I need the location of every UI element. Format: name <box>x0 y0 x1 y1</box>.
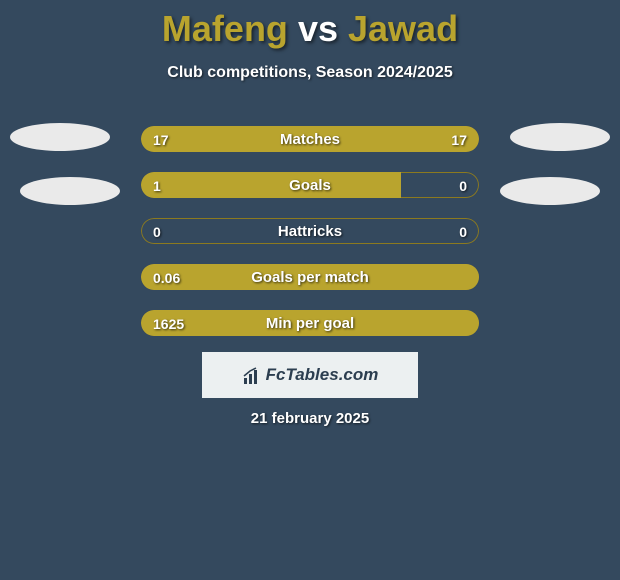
stat-label: Min per goal <box>141 310 479 337</box>
stat-value-left: 0.06 <box>153 264 180 291</box>
stat-row: Goals per match0.06 <box>140 263 480 291</box>
stat-row: Min per goal1625 <box>140 309 480 337</box>
stat-row: Matches17 17 <box>140 125 480 153</box>
title-vs: vs <box>298 8 338 49</box>
logo-text: FcTables.com <box>266 365 379 384</box>
stat-value-left: 1625 <box>153 310 184 337</box>
chart-icon <box>242 366 262 386</box>
stat-value-left: 17 <box>153 126 169 153</box>
fctables-logo: FcTables.com <box>202 352 418 398</box>
player2-badge-oval-2 <box>500 177 600 205</box>
stat-value-right: 17 <box>451 126 467 153</box>
subtitle: Club competitions, Season 2024/2025 <box>0 64 620 82</box>
stat-label: Matches <box>141 126 479 153</box>
stat-value-left: 0 <box>153 218 161 245</box>
comparison-title: Mafeng vs Jawad <box>0 0 620 50</box>
stat-label: Hattricks <box>141 218 479 245</box>
player1-name: Mafeng <box>162 8 288 49</box>
player1-badge-oval-1 <box>10 123 110 151</box>
player2-badge-oval-1 <box>510 123 610 151</box>
date-label: 21 february 2025 <box>0 410 620 427</box>
stats-container: Matches1717Goals10Hattricks00Goals per m… <box>140 125 480 355</box>
player2-name: Jawad <box>348 8 458 49</box>
stat-value-left: 1 <box>153 172 161 199</box>
stat-label: Goals per match <box>141 264 479 291</box>
stat-value-right: 0 <box>459 218 467 245</box>
player1-badge-oval-2 <box>20 177 120 205</box>
stat-value-right: 0 <box>459 172 467 199</box>
stat-row: Hattricks0 0 <box>140 217 480 245</box>
stat-label: Goals <box>141 172 479 199</box>
stat-row: Goals1 0 <box>140 171 480 199</box>
